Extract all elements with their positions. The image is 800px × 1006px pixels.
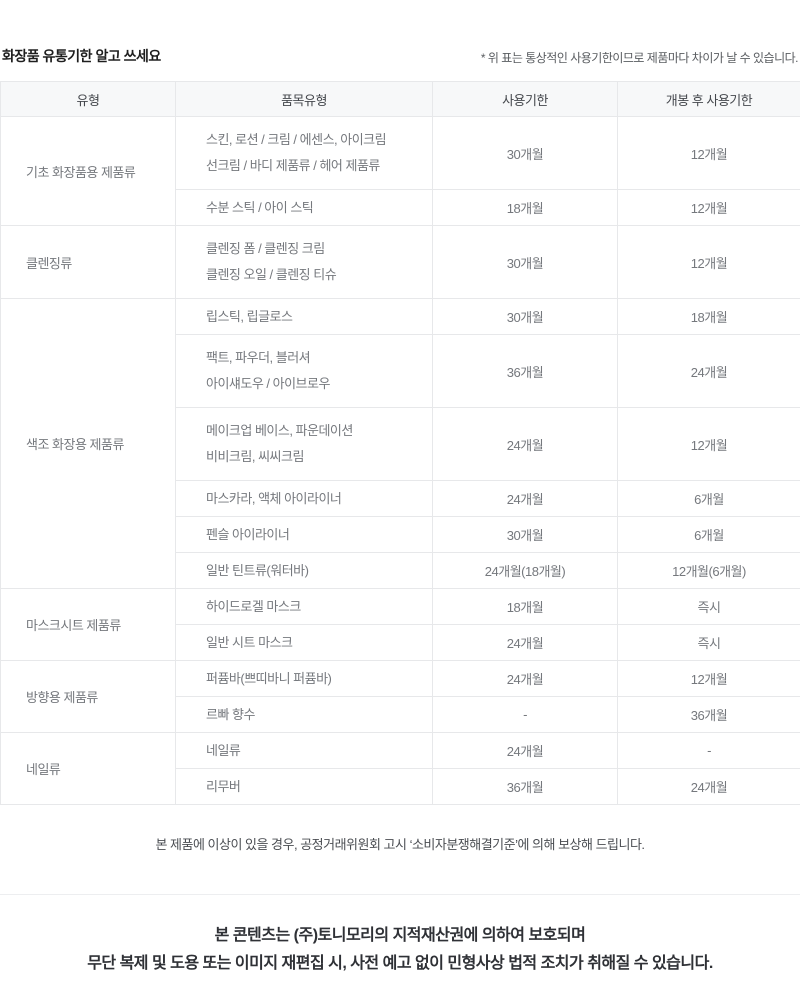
after-open-period-cell: 18개월 [617,298,800,335]
use-period-cell: 36개월 [432,334,618,408]
shelf-life-table-head: 유형 품목유형 사용기한 개봉 후 사용기한 [0,81,800,117]
page-title: 화장품 유통기한 알고 쓰세요 [2,48,161,64]
product-group-label: 클렌징류 [0,225,176,299]
item-type-line: 일반 틴트류(워터바) [206,562,309,578]
item-type-cell: 하이드로겔 마스크 [175,588,433,625]
product-group-label: 마스크시트 제품류 [0,588,176,661]
table-row: 색조 화장용 제품류 립스틱, 립글로스 30개월 18개월 [0,298,800,589]
item-type-cell: 일반 틴트류(워터바) [175,552,433,589]
use-period-cell: 24개월 [432,660,618,697]
table-row: 메이크업 베이스, 파운데이션 비비크림, 씨씨크림 24개월 12개월 [1,407,800,481]
after-open-period-cell: 즉시 [617,624,800,661]
item-type-cell: 펜슬 아이라이너 [175,516,433,553]
use-period-cell: 24개월 [432,624,618,661]
item-type-line: 메이크업 베이스, 파운데이션 [206,423,353,438]
column-header-type: 유형 [0,81,176,117]
use-period-cell: 30개월 [432,225,618,299]
use-period-cell: - [432,696,618,733]
item-type-cell: 네일류 [175,732,433,769]
item-type-line: 하이드로겔 마스크 [206,598,301,614]
table-row: 클렌징류 클렌징 폼 / 클렌징 크림 클렌징 오일 / 클렌징 티슈 30개월 12개… [0,225,800,299]
copyright-line-2: 무단 복제 및 도용 또는 이미지 재편집 시, 사전 예고 없이 민형사상 법… [87,955,713,972]
use-period-cell: 24개월 [432,407,618,481]
use-period-cell: 24개월(18개월) [432,552,618,589]
use-period-cell: 24개월 [432,480,618,517]
use-period-cell: 18개월 [432,588,618,625]
use-period-cell: 30개월 [432,516,618,553]
after-open-period-cell: 6개월 [617,480,800,517]
after-open-period-cell: 즉시 [617,588,800,625]
item-type-cell: 르빠 향수 [175,696,433,733]
after-open-period-cell: 12개월 [617,189,800,226]
after-open-period-cell: 12개월 [617,660,800,697]
after-open-period-cell: 24개월 [617,334,800,408]
item-type-cell: 수분 스틱 / 아이 스틱 [175,189,433,226]
column-header-after-open-period: 개봉 후 사용기한 [617,81,800,117]
after-open-period-cell: 12개월 [617,225,800,299]
column-header-item-type: 품목유형 [175,81,433,117]
use-period-cell: 30개월 [432,116,618,190]
item-type-line: 아이섀도우 / 아이브로우 [206,376,330,391]
table-row: 팩트, 파우더, 블러셔 아이섀도우 / 아이브로우 36개월 24개월 [1,334,800,408]
item-type-cell: 일반 시트 마스크 [175,624,433,661]
item-type-cell: 마스카라, 액체 아이라이너 [175,480,433,517]
header-row: 유형 품목유형 사용기한 개봉 후 사용기한 [0,81,800,117]
table-header-bar: 화장품 유통기한 알고 쓰세요 * 위 표는 통상적인 사용기한이므로 제품마다… [0,46,800,66]
shelf-life-table: 유형 품목유형 사용기한 개봉 후 사용기한 기초 화장품용 제품류 스킨, 로션… [0,81,800,805]
use-period-cell: 30개월 [432,298,618,335]
item-type-cell: 리무버 [175,768,433,805]
after-open-period-cell: - [617,732,800,769]
after-open-period-cell: 6개월 [617,516,800,553]
product-group-label: 색조 화장용 제품류 [0,298,176,589]
copyright-line-1: 본 콘텐츠는 (주)토니모리의 지적재산권에 의하여 보호되며 [214,927,586,944]
use-period-cell: 24개월 [432,732,618,769]
use-period-cell: 18개월 [432,189,618,226]
item-type-line: 수분 스틱 / 아이 스틱 [206,199,314,215]
item-type-line: 리무버 [206,778,241,794]
table-row: 네일류 네일류 24개월 - [0,732,800,805]
product-group-label: 기초 화장품용 제품류 [0,116,176,226]
compensation-notice: 본 제품에 이상이 있을 경우, 공정거래위원회 고시 ‘소비자분쟁해결기준’에… [155,837,645,852]
after-open-period-cell: 24개월 [617,768,800,805]
item-type-line: 르빠 향수 [206,706,255,722]
table-row: 기초 화장품용 제품류 스킨, 로션 / 크림 / 에센스, 아이크림 선크림 / … [0,116,800,226]
after-open-period-cell: 12개월 [617,407,800,481]
product-group-label: 네일류 [0,732,176,805]
item-type-line: 클렌징 폼 / 클렌징 크림 [206,241,325,256]
product-group-label: 방향용 제품류 [0,660,176,733]
item-type-cell: 립스틱, 립글로스 [175,298,433,335]
item-type-cell: 퍼퓸바(쁘띠바니 퍼퓸바) [175,660,433,697]
item-type-line: 네일류 [206,742,241,758]
item-type-line: 팩트, 파우더, 블러셔 [206,350,311,365]
section-divider [0,894,800,895]
item-type-line: 일반 시트 마스크 [206,634,293,650]
after-open-period-cell: 12개월(6개월) [617,552,800,589]
table-disclaimer-note: * 위 표는 통상적인 사용기한이므로 제품마다 차이가 날 수 있습니다. [480,51,799,65]
copyright-block: 본 콘텐츠는 (주)토니모리의 지적재산권에 의하여 보호되며 무단 복제 및 … [0,922,800,978]
table-row: 방향용 제품류 퍼퓸바(쁘띠바니 퍼퓸바) 24개월 12개월 [0,660,800,733]
table-row: 마스크시트 제품류 하이드로겔 마스크 18개월 즉시 [0,588,800,661]
item-type-line: 립스틱, 립글로스 [206,308,293,324]
table-row: 일반 시트 마스크 24개월 즉시 [1,624,800,661]
item-type-line: 퍼퓸바(쁘띠바니 퍼퓸바) [206,670,332,686]
table-row: 펜슬 아이라이너 30개월 6개월 [1,516,800,553]
item-type-line: 펜슬 아이라이너 [206,526,290,542]
item-type-line: 비비크림, 씨씨크림 [206,449,304,464]
after-open-period-cell: 12개월 [617,116,800,190]
item-type-line: 마스카라, 액체 아이라이너 [206,490,342,506]
after-open-period-cell: 36개월 [617,696,800,733]
use-period-cell: 36개월 [432,768,618,805]
item-type-line: 선크림 / 바디 제품류 / 헤어 제품류 [206,158,380,173]
item-type-line: 스킨, 로션 / 크림 / 에센스, 아이크림 [206,132,387,147]
column-header-use-period: 사용기한 [432,81,618,117]
table-row: 리무버 36개월 24개월 [1,768,800,805]
shelf-life-table-body: 기초 화장품용 제품류 스킨, 로션 / 크림 / 에센스, 아이크림 선크림 / … [0,116,800,805]
item-type-line: 클렌징 오일 / 클렌징 티슈 [206,267,337,282]
table-row: 일반 틴트류(워터바) 24개월(18개월) 12개월(6개월) [1,552,800,589]
